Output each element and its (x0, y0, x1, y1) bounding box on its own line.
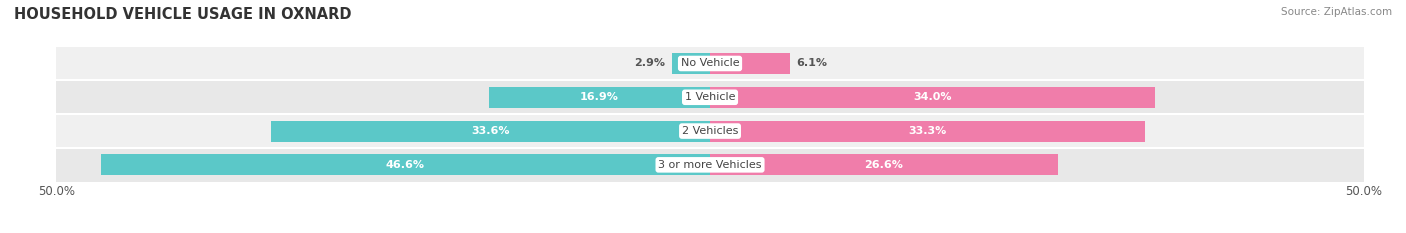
Text: 2.9%: 2.9% (634, 58, 665, 69)
Bar (56, 47, 1364, 80)
Text: 33.3%: 33.3% (908, 126, 946, 136)
Bar (56, 148, 1364, 182)
Text: 33.6%: 33.6% (471, 126, 509, 136)
Text: 46.6%: 46.6% (385, 160, 425, 170)
Text: 3 or more Vehicles: 3 or more Vehicles (658, 160, 762, 170)
Text: No Vehicle: No Vehicle (681, 58, 740, 69)
Bar (710, 53, 790, 74)
Text: HOUSEHOLD VEHICLE USAGE IN OXNARD: HOUSEHOLD VEHICLE USAGE IN OXNARD (14, 7, 352, 22)
Text: 34.0%: 34.0% (912, 92, 952, 102)
Bar (710, 154, 1057, 175)
Text: 6.1%: 6.1% (796, 58, 827, 69)
Bar (56, 114, 1364, 148)
Bar (56, 80, 1364, 114)
Text: Source: ZipAtlas.com: Source: ZipAtlas.com (1281, 7, 1392, 17)
Text: 16.9%: 16.9% (581, 92, 619, 102)
Text: 26.6%: 26.6% (865, 160, 904, 170)
Bar (489, 87, 710, 108)
Text: 2 Vehicles: 2 Vehicles (682, 126, 738, 136)
Text: 1 Vehicle: 1 Vehicle (685, 92, 735, 102)
Bar (672, 53, 710, 74)
Bar (710, 121, 1146, 141)
Bar (101, 154, 710, 175)
Legend: Owner-occupied, Renter-occupied: Owner-occupied, Renter-occupied (588, 231, 832, 233)
Bar (710, 87, 1154, 108)
Bar (271, 121, 710, 141)
